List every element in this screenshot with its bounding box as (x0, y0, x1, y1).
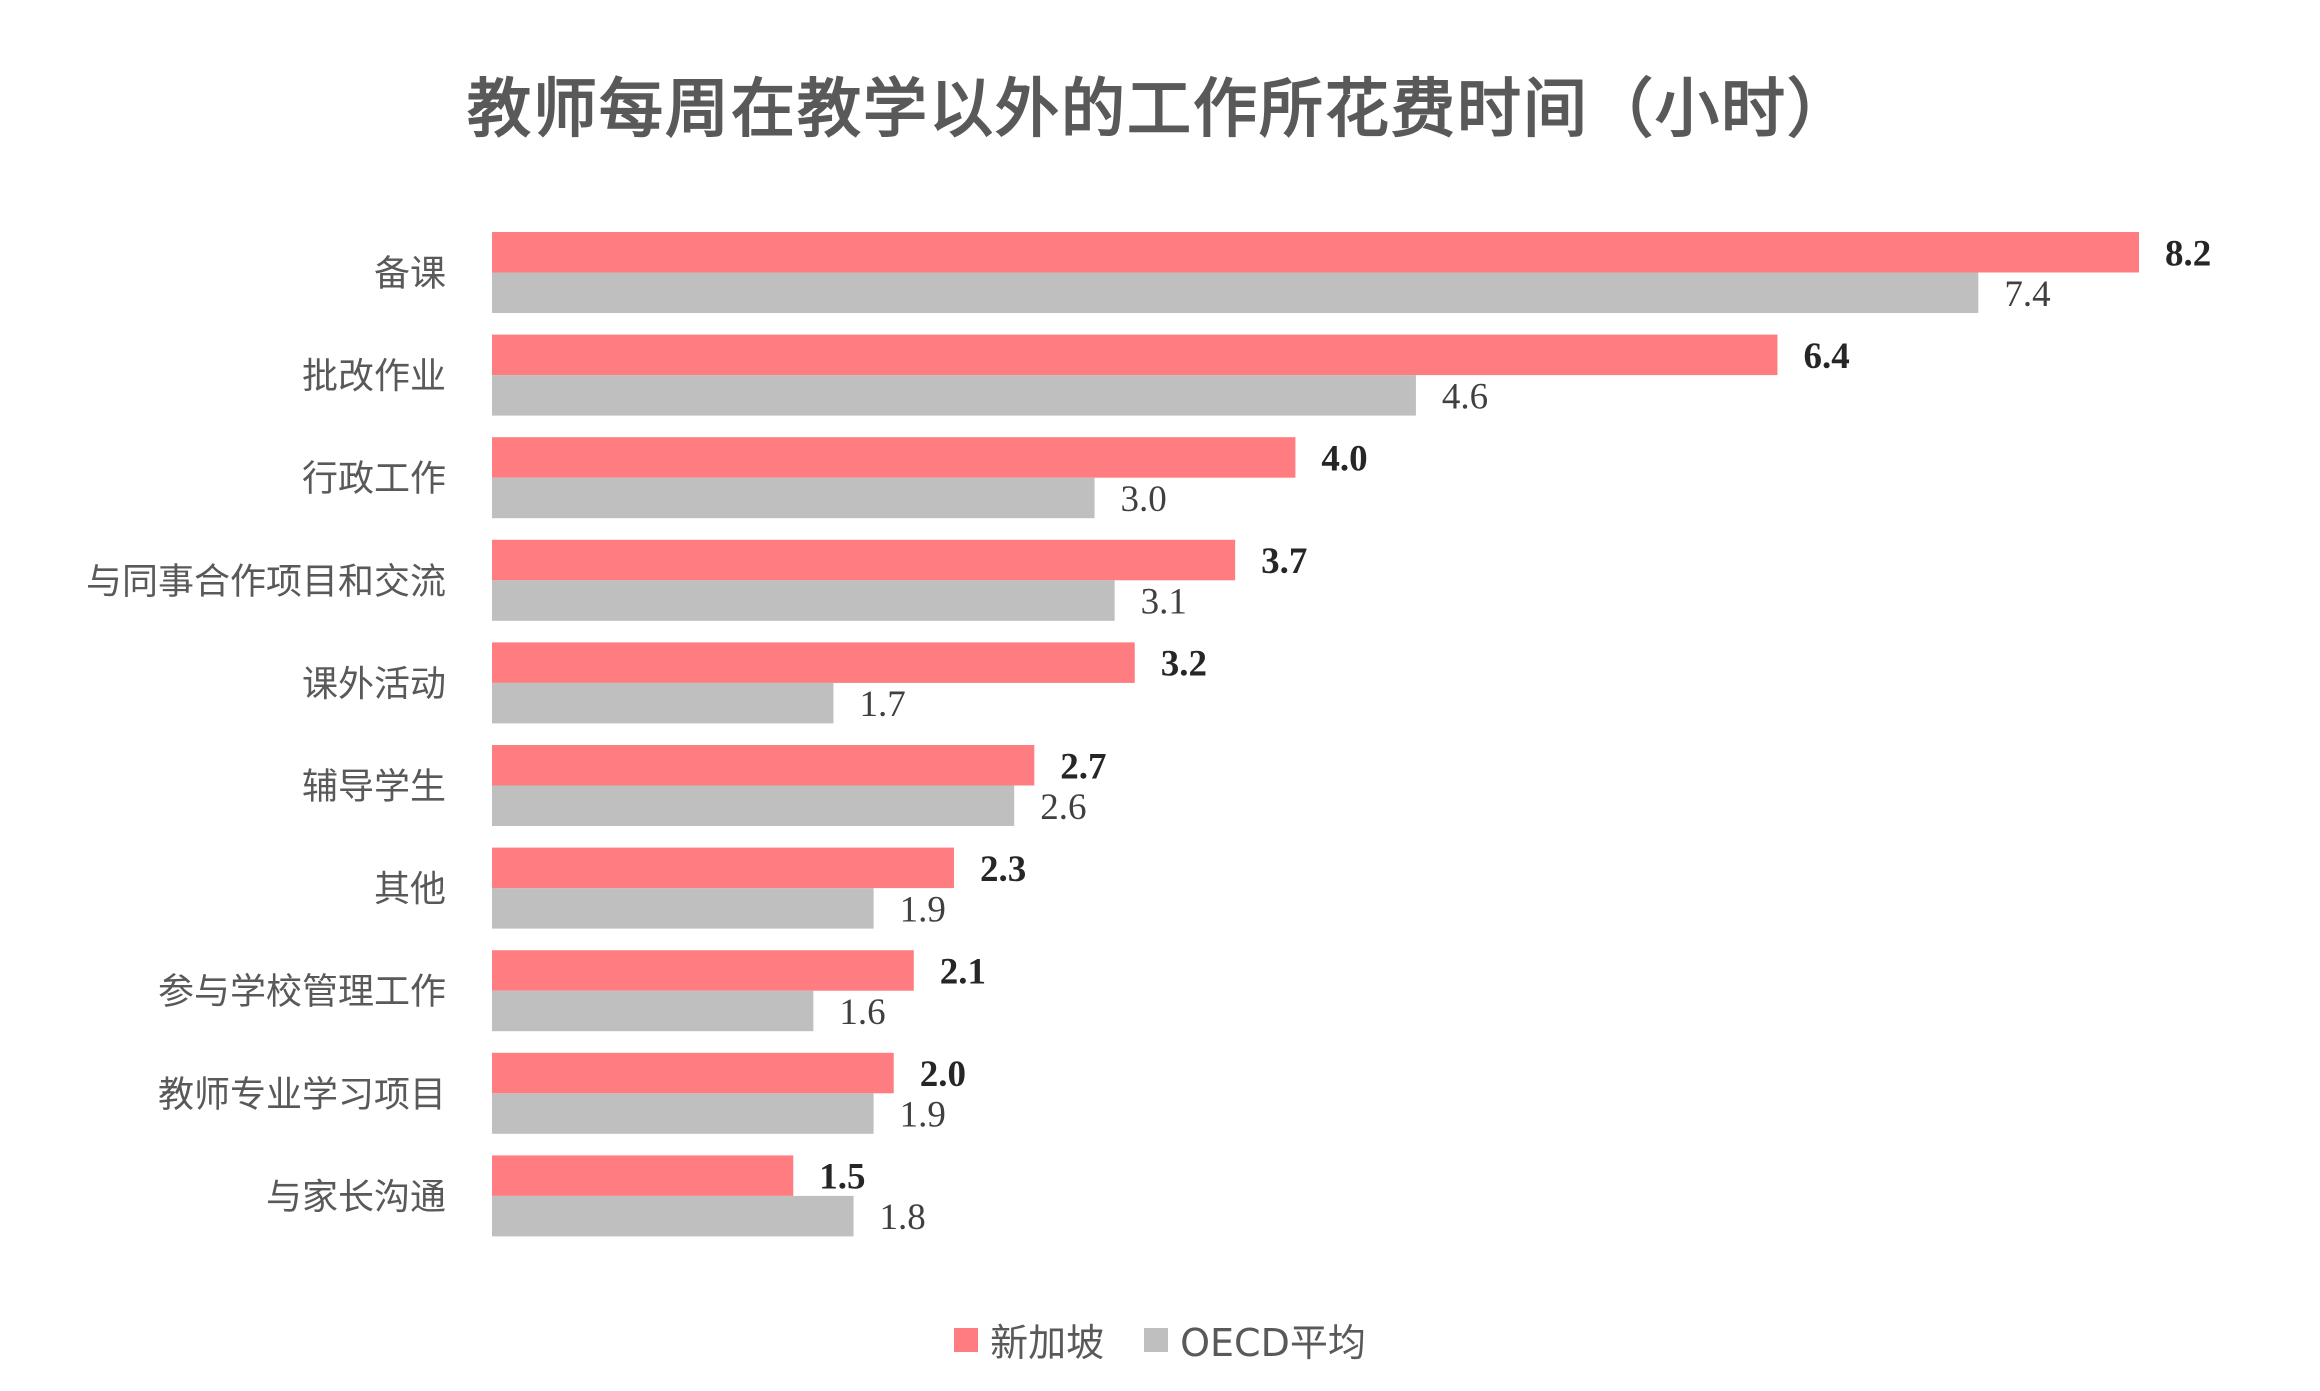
category-label: 教师专业学习项目 (158, 1074, 446, 1115)
category-label: 参与学校管理工作 (158, 972, 446, 1013)
bar-singapore (492, 642, 1135, 683)
data-label-oecd: 1.8 (880, 1197, 926, 1238)
legend-label-oecd: OECD平均 (1180, 1321, 1366, 1365)
category-label: 课外活动 (302, 664, 446, 705)
data-label-oecd: 2.6 (1040, 787, 1086, 828)
bar-oecd (492, 580, 1115, 621)
bar-oecd (492, 375, 1416, 416)
chart-title: 教师每周在教学以外的工作所花费时间（小时） (467, 73, 1853, 147)
bar-oecd (492, 1195, 854, 1237)
bar-oecd (492, 785, 1015, 826)
legend-label-singapore: 新加坡 (990, 1321, 1105, 1365)
data-label-singapore: 3.7 (1261, 541, 1307, 582)
category-label: 备课 (374, 254, 446, 295)
bar-singapore (492, 232, 2139, 273)
bar-singapore (492, 950, 914, 991)
category-label: 与同事合作项目和交流 (86, 561, 446, 602)
bar-oecd (492, 477, 1095, 519)
bar-oecd (492, 990, 814, 1032)
bar-singapore (492, 334, 1778, 376)
data-label-singapore: 2.7 (1060, 746, 1106, 787)
bar-oecd (492, 1093, 874, 1134)
data-label-oecd: 1.6 (839, 992, 885, 1033)
data-label-oecd: 1.9 (900, 1095, 946, 1136)
bar-singapore (492, 437, 1296, 478)
bar-oecd (492, 888, 874, 929)
legend-item-singapore: 新加坡 (954, 1312, 1104, 1367)
data-label-oecd: 1.9 (900, 889, 946, 930)
bar-singapore (492, 1052, 894, 1094)
bar-singapore (492, 539, 1236, 581)
data-label-singapore: 6.4 (1803, 336, 1849, 377)
category-label: 行政工作 (302, 459, 446, 500)
data-label-oecd: 4.6 (1442, 376, 1488, 417)
data-label-singapore: 4.0 (1321, 438, 1367, 479)
legend-swatch-singapore (954, 1327, 979, 1352)
category-label: 与家长沟通 (266, 1177, 446, 1218)
legend: 新加坡 OECD平均 (0, 1312, 2320, 1367)
data-label-singapore: 3.2 (1161, 644, 1207, 685)
category-label: 辅导学生 (302, 767, 446, 808)
bar-oecd (492, 682, 834, 724)
data-label-oecd: 3.1 (1141, 582, 1187, 623)
bar-oecd (492, 272, 1979, 313)
legend-swatch-oecd (1144, 1327, 1169, 1352)
bar-singapore (492, 1155, 794, 1196)
legend-item-oecd: OECD平均 (1144, 1312, 1366, 1367)
data-label-singapore: 2.3 (980, 849, 1026, 890)
data-label-singapore: 8.2 (2165, 233, 2211, 274)
data-label-oecd: 1.7 (859, 684, 905, 725)
data-label-oecd: 3.0 (1121, 479, 1167, 520)
data-label-oecd: 7.4 (2004, 274, 2050, 315)
data-label-singapore: 2.1 (940, 951, 986, 992)
category-label: 批改作业 (302, 356, 446, 397)
data-label-singapore: 2.0 (920, 1054, 966, 1095)
data-label-singapore: 1.5 (819, 1157, 865, 1198)
bar-singapore (492, 847, 954, 889)
category-label: 其他 (374, 869, 446, 910)
bar-singapore (492, 745, 1035, 786)
